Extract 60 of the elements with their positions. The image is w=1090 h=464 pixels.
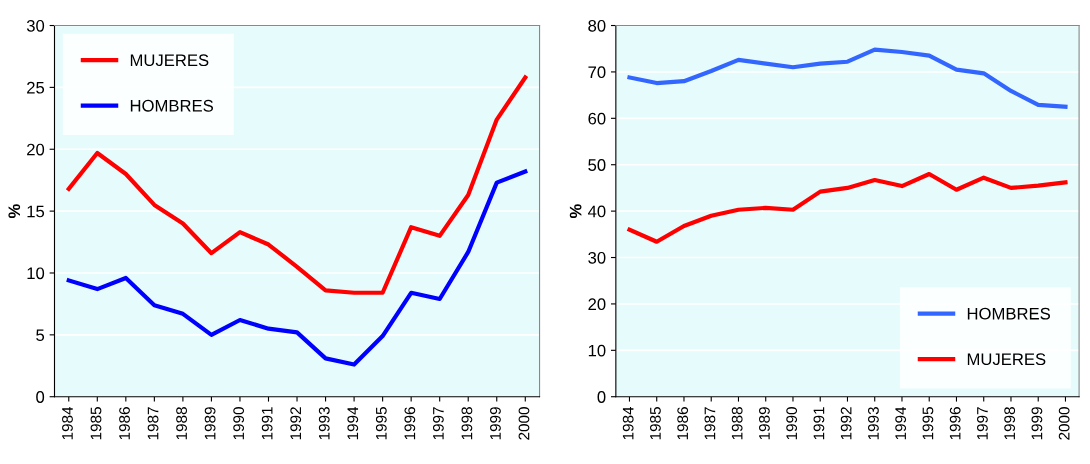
y-axis-title: % [8,204,21,219]
x-tick-label: 1988 [731,407,743,440]
y-tick-label: 0 [597,391,606,403]
legend-label: MUJERES [130,54,209,67]
y-tick-label: 40 [587,205,606,218]
x-tick-label: 1993 [868,407,879,440]
legend-label: MUJERES [967,353,1046,366]
line-series [627,171,1068,244]
x-tick-label: 1995 [922,407,934,440]
y-tick-label: 80 [588,19,606,32]
x-tick-label: 1986 [677,407,689,440]
y-tick-label: 15 [27,205,45,218]
x-tick-label: 1989 [204,407,216,440]
x-tick-label: 1989 [759,407,770,440]
x-tick-label: 1994 [347,406,359,440]
x-tick-label: 1992 [840,407,852,440]
y-axis-title: % [569,204,582,219]
x-tick-label: 1991 [261,407,273,440]
x-tick-label: 1987 [704,407,716,440]
y-tick-label: 60 [588,112,606,125]
x-tick-label: 1988 [176,407,187,440]
x-tick-label: 1994 [895,406,907,440]
x-tick-label: 1998 [1004,407,1016,440]
x-tick-label: 1985 [650,407,661,440]
x-tick-label: 1986 [119,407,130,440]
line-series [66,169,528,367]
y-tick-label: 50 [588,159,606,171]
x-tick-label: 1987 [147,407,159,440]
x-tick-label: 1984 [622,406,634,440]
legend-label: HOMBRES [967,307,1050,320]
y-tick-label: 20 [27,143,45,156]
x-tick-label: 1999 [490,407,501,440]
y-tick-label: 25 [27,81,45,94]
x-tick-label: 1992 [290,407,302,440]
x-tick-label: 1999 [1031,407,1043,440]
x-tick-label: 1984 [62,406,73,440]
x-tick-label: 1997 [432,407,444,440]
y-tick-label: 30 [588,251,606,264]
x-tick-label: 1985 [90,407,102,440]
x-tick-label: 1997 [977,407,988,440]
line-series [627,47,1068,109]
y-tick-label: 20 [588,298,606,311]
line-series [66,75,528,295]
x-tick-label: 1995 [375,407,387,440]
x-tick-label: 1993 [318,407,330,440]
y-tick-label: 10 [588,344,606,357]
y-tick-label: 5 [36,329,45,342]
x-tick-label: 2000 [1058,407,1070,440]
x-tick-label: 1996 [949,407,961,440]
y-tick-label: 10 [27,267,45,280]
legend-label: HOMBRES [130,99,213,112]
x-tick-label: 1998 [461,407,473,440]
x-tick-label: 2000 [518,407,530,440]
x-tick-label: 1990 [233,407,245,440]
x-tick-label: 1991 [813,407,825,440]
y-tick-label: 30 [26,19,45,32]
y-tick-label: 70 [588,66,606,79]
x-tick-label: 1990 [786,407,798,440]
y-tick-label: 0 [36,391,45,403]
x-tick-label: 1996 [404,407,416,440]
